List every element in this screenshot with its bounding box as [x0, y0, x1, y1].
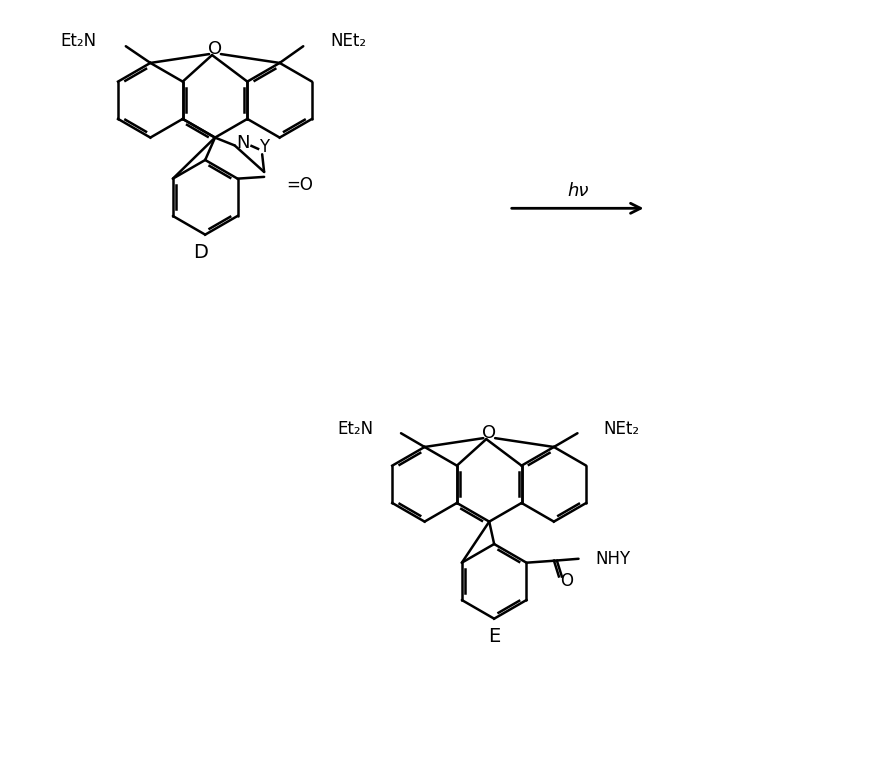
Text: D: D — [193, 243, 207, 262]
Text: O: O — [208, 40, 222, 58]
Text: Y: Y — [259, 138, 269, 156]
Text: Et₂N: Et₂N — [337, 420, 374, 438]
Text: N: N — [236, 134, 249, 152]
Text: NEt₂: NEt₂ — [603, 420, 639, 438]
Text: =O: =O — [287, 176, 314, 194]
Text: Et₂N: Et₂N — [60, 32, 97, 50]
Text: O: O — [561, 572, 573, 590]
Text: hν: hν — [567, 182, 588, 200]
Text: E: E — [488, 627, 501, 646]
Text: O: O — [482, 424, 496, 442]
Text: NEt₂: NEt₂ — [331, 32, 367, 50]
Text: NHY: NHY — [595, 550, 630, 568]
